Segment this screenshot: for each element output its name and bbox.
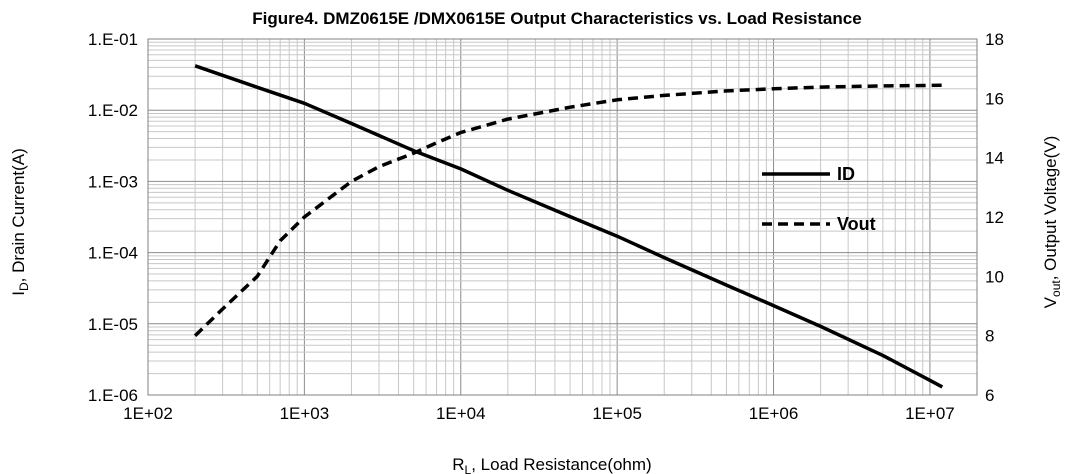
y-right-tick-label: 18 — [985, 30, 1004, 49]
x-axis-label-rest: , Load Resistance(ohm) — [471, 455, 651, 474]
y-right-tick-label: 16 — [985, 89, 1004, 108]
y-left-tick-label: 1.E-01 — [88, 30, 138, 49]
legend-label-vout: Vout — [837, 214, 876, 234]
plot-area-frame — [147, 38, 978, 396]
y-left-tick-label: 1.E-03 — [88, 172, 138, 191]
x-tick-label: 1E+05 — [592, 404, 642, 423]
chart-title: Figure4. DMZ0615E /DMX0615E Output Chara… — [252, 9, 861, 28]
series-line-id — [194, 64, 944, 389]
tick-labels: 1E+02 1E+03 1E+04 1E+05 1E+06 1E+07 1.E-01 1.E-… — [88, 30, 1004, 423]
x-tick-label: 1E+03 — [280, 404, 330, 423]
y-left-axis-label-sub: D — [17, 282, 31, 291]
x-tick-label: 1E+06 — [749, 404, 799, 423]
series-line-vout — [193, 83, 943, 337]
y-right-tick-label: 14 — [985, 149, 1004, 168]
y-right-axis-label-main: V — [1041, 296, 1060, 308]
x-axis-label: RL, Load Resistance(ohm) — [452, 455, 651, 474]
legend-label-id: ID — [837, 164, 855, 184]
y-left-tick-label: 1.E-06 — [88, 386, 138, 405]
x-tick-label: 1E+02 — [123, 404, 173, 423]
y-left-axis-label: ID, Drain Current(A) — [9, 148, 31, 296]
y-right-tick-label: 10 — [985, 267, 1004, 286]
y-right-tick-label: 8 — [985, 327, 994, 346]
legend: ID Vout — [762, 164, 876, 234]
y-left-tick-label: 1.E-05 — [88, 315, 138, 334]
y-left-axis-label-rest: , Drain Current(A) — [9, 148, 28, 282]
chart-grid — [147, 39, 978, 396]
x-axis-label-sub: L — [465, 463, 472, 474]
y-left-axis-label-main: I — [9, 291, 28, 296]
y-left-tick-label: 1.E-02 — [88, 101, 138, 120]
y-right-tick-label: 12 — [985, 208, 1004, 227]
y-right-axis-label-sub: out — [1049, 280, 1063, 297]
y-right-axis-label-rest: , Output Voltage(V) — [1041, 136, 1060, 281]
x-tick-label: 1E+04 — [436, 404, 486, 423]
y-right-axis-label: Vout, Output Voltage(V) — [1041, 136, 1063, 309]
x-axis-label-main: R — [452, 455, 464, 474]
series-layer — [193, 64, 944, 389]
y-right-tick-label: 6 — [985, 386, 994, 405]
y-left-tick-label: 1.E-04 — [88, 244, 138, 263]
x-tick-label: 1E+07 — [905, 404, 955, 423]
